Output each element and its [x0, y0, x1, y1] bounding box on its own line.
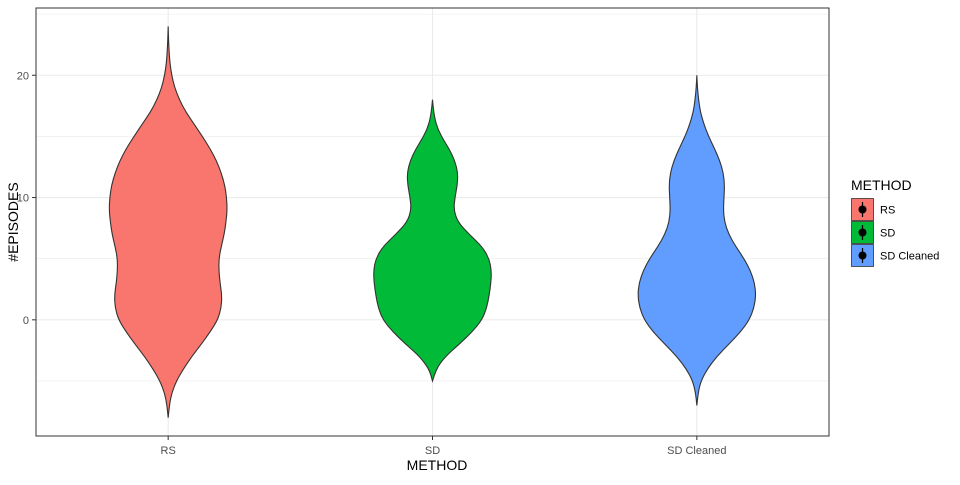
legend-label: RS	[880, 205, 895, 217]
legend-key-point	[858, 251, 867, 260]
y-tick-label: 20	[17, 70, 29, 82]
legend-label: SD	[880, 228, 895, 240]
y-axis-title: #EPISODES	[5, 182, 21, 261]
y-tick-label: 10	[17, 193, 29, 205]
violin-sd	[373, 99, 492, 383]
violin-rs	[108, 26, 228, 418]
legend-label: SD Cleaned	[880, 251, 939, 263]
x-axis-title: METHOD	[407, 457, 468, 473]
legend-title: METHOD	[851, 177, 912, 193]
x-tick-label: SD Cleaned	[667, 445, 726, 457]
legend-key-point	[858, 205, 867, 214]
x-tick-label: RS	[161, 445, 176, 457]
legend: METHOD RS SD SD Cleaned	[851, 177, 939, 267]
x-tick-label: SD	[425, 445, 440, 457]
axes: 0 10 20 RS SD SD Cleaned	[17, 70, 727, 457]
violin-sd-cleaned	[637, 75, 757, 406]
violins	[108, 26, 757, 418]
y-tick-label: 0	[23, 315, 29, 327]
legend-key-point	[858, 228, 867, 237]
